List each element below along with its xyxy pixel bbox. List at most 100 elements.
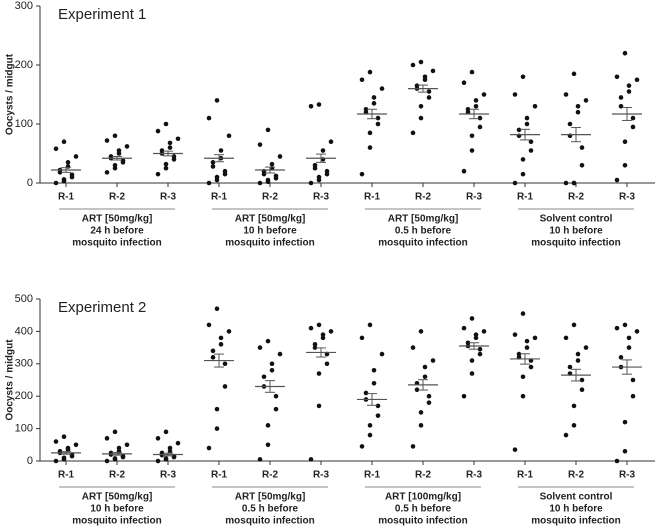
group-label: mosquito infection [225, 516, 314, 527]
data-point [273, 406, 279, 412]
data-point [469, 69, 475, 75]
y-tick-label: 200 [15, 59, 33, 71]
data-point [375, 403, 381, 409]
data-point [61, 455, 67, 461]
data-point [320, 332, 326, 337]
group-label: mosquito infection [531, 516, 620, 527]
group-label: mosquito infection [225, 238, 314, 249]
data-point [520, 157, 526, 162]
data-point [375, 413, 381, 418]
x-tick-label: R-3 [619, 192, 636, 203]
data-point [410, 130, 416, 136]
data-point [214, 174, 220, 180]
data-point [571, 71, 577, 77]
data-point [532, 335, 538, 341]
data-point [524, 338, 530, 344]
data-point [626, 83, 632, 88]
data-point [375, 121, 381, 127]
data-point [567, 364, 573, 370]
data-point [112, 133, 118, 139]
data-point [155, 458, 161, 464]
data-point [630, 124, 636, 130]
data-point [520, 311, 526, 316]
data-point [579, 387, 585, 393]
data-point [163, 456, 169, 461]
data-point [532, 104, 538, 109]
data-point [461, 393, 467, 399]
data-point [206, 115, 212, 121]
data-point [622, 322, 628, 328]
y-tick-label: 100 [15, 423, 33, 435]
data-point [273, 393, 279, 399]
data-point [426, 95, 432, 100]
data-point [571, 322, 577, 328]
data-point [226, 133, 232, 139]
data-point [614, 458, 620, 464]
data-point [210, 160, 216, 165]
data-point [116, 148, 122, 153]
group-label: ART [50mg/kg] [235, 492, 306, 503]
data-point [414, 83, 420, 88]
data-point [124, 144, 130, 149]
group-label: ART [50mg/kg] [388, 214, 459, 225]
data-point [120, 453, 126, 459]
data-point [512, 332, 518, 337]
data-point [124, 442, 130, 448]
data-point [563, 432, 569, 438]
data-point [422, 364, 428, 370]
x-tick-label: R-2 [109, 192, 126, 203]
data-point [371, 101, 377, 106]
data-point [265, 127, 271, 133]
data-point [579, 145, 585, 150]
data-point [316, 322, 322, 328]
data-point [520, 374, 526, 380]
data-point [422, 74, 428, 80]
data-point [634, 329, 640, 334]
data-point [418, 59, 424, 65]
data-point [312, 345, 318, 350]
x-tick-label: R-2 [568, 192, 585, 203]
data-point [65, 160, 71, 165]
data-point [367, 145, 373, 150]
data-point [308, 457, 314, 462]
data-point [359, 77, 365, 83]
data-point [308, 180, 314, 186]
data-point [371, 380, 377, 386]
x-tick-label: R-2 [262, 192, 279, 203]
data-point [563, 335, 569, 341]
group-label: mosquito infection [378, 516, 467, 527]
group-label: mosquito infection [531, 238, 620, 249]
data-point [622, 419, 628, 425]
data-point [461, 168, 467, 174]
data-point [571, 403, 577, 409]
data-point [167, 145, 173, 150]
data-point [104, 138, 110, 143]
data-point [469, 316, 475, 321]
data-point [575, 351, 581, 357]
data-point [375, 115, 381, 121]
y-axis-label: Oocysts / midgut [5, 53, 16, 135]
data-point [614, 74, 620, 80]
data-point [630, 393, 636, 399]
data-point [622, 50, 628, 56]
data-point [477, 124, 483, 130]
data-point [324, 168, 330, 174]
data-point [512, 92, 518, 97]
data-point [210, 164, 216, 169]
data-point [324, 361, 330, 367]
group-label: Solvent control [540, 492, 613, 503]
data-point [473, 98, 479, 103]
y-tick-label: 400 [15, 325, 33, 337]
data-point [571, 423, 577, 428]
data-point [214, 426, 220, 431]
data-point [320, 148, 326, 153]
group-label: ART [50mg/kg] [82, 492, 153, 503]
data-point [477, 351, 483, 357]
x-tick-label: R-3 [619, 470, 636, 481]
y-tick-label: 0 [27, 455, 33, 467]
data-point [214, 306, 220, 312]
data-point [614, 177, 620, 183]
group-label: mosquito infection [72, 238, 161, 249]
data-point [257, 457, 263, 462]
data-point [328, 139, 334, 144]
